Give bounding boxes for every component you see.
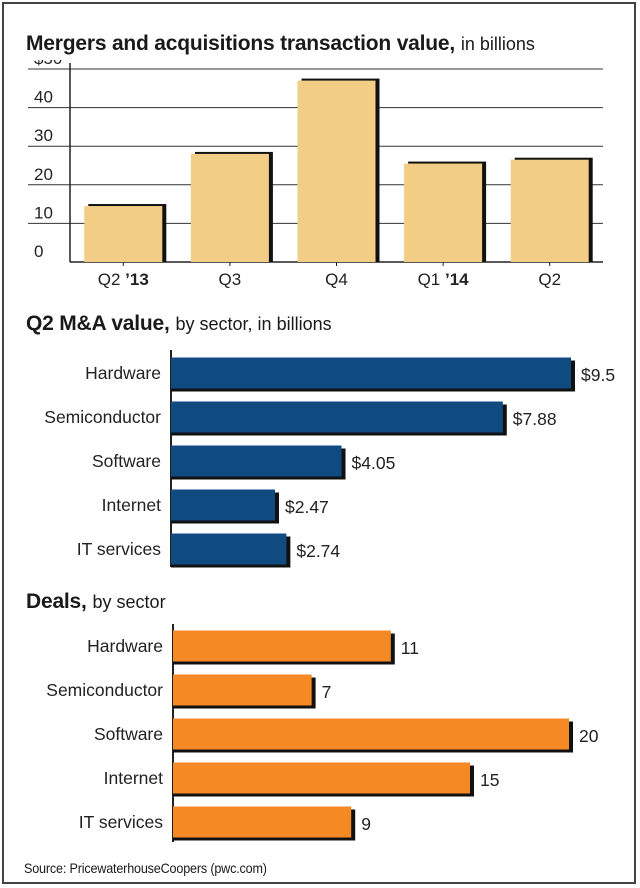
value-label: $7.88 bbox=[513, 409, 557, 429]
category-label: IT services bbox=[79, 812, 164, 832]
x-tick-label: Q2 ’13 bbox=[98, 270, 149, 289]
value-bar bbox=[173, 718, 569, 750]
value-label: 11 bbox=[401, 638, 419, 658]
value-label: $9.5 bbox=[581, 365, 615, 385]
deals-by-sector-chart: Hardware 11 Semiconductor 7 Software 20 Intern… bbox=[46, 624, 599, 842]
chart1-title-main: Mergers and acquisitions transaction val… bbox=[26, 32, 456, 55]
x-tick-label: Q4 bbox=[325, 270, 348, 289]
value-bar bbox=[84, 206, 163, 262]
category-label: Internet bbox=[104, 768, 163, 788]
y-tick-label: $50 bbox=[34, 60, 62, 68]
value-label: 20 bbox=[579, 726, 599, 746]
category-label: Semiconductor bbox=[44, 407, 161, 427]
value-label: $2.47 bbox=[285, 497, 329, 517]
category-label: Semiconductor bbox=[46, 680, 163, 700]
chart3-title: Deals, by sector bbox=[26, 590, 166, 614]
chart3-title-main: Deals, bbox=[26, 590, 87, 613]
value-label: 9 bbox=[361, 814, 371, 834]
value-bar bbox=[171, 445, 342, 477]
category-label: Internet bbox=[102, 495, 161, 515]
value-label: $2.74 bbox=[296, 541, 340, 561]
m-and-a-value-column-chart: 0 10 20 30 40 $50 Q2 ’13 Q3 Q4 Q1 ’14 Q2 bbox=[28, 60, 603, 289]
x-tick-label: Q1 ’14 bbox=[418, 270, 470, 289]
category-label: Hardware bbox=[85, 363, 161, 383]
value-label: 15 bbox=[480, 770, 499, 790]
category-label: IT services bbox=[77, 539, 162, 559]
category-label: Software bbox=[94, 724, 163, 744]
y-tick-label: 40 bbox=[34, 88, 53, 107]
value-bar bbox=[171, 489, 275, 521]
value-bar bbox=[171, 357, 571, 389]
chart2-title: Q2 M&A value, by sector, in billions bbox=[26, 312, 332, 336]
chart3-title-sub: by sector bbox=[92, 592, 166, 612]
value-bar bbox=[173, 674, 312, 706]
y-tick-label: 0 bbox=[34, 242, 43, 261]
y-tick-label: 10 bbox=[34, 203, 53, 222]
value-bar bbox=[173, 630, 391, 662]
category-label: Hardware bbox=[87, 636, 163, 656]
value-bar bbox=[404, 163, 483, 262]
chart2-title-sub: by sector, in billions bbox=[175, 314, 332, 334]
source-note: Source: PricewaterhouseCoopers (pwc.com) bbox=[24, 860, 267, 876]
chart1-title: Mergers and acquisitions transaction val… bbox=[26, 32, 535, 56]
value-label: 7 bbox=[322, 682, 332, 702]
value-bar bbox=[171, 533, 287, 565]
chart1-title-sub: in billions bbox=[460, 34, 535, 54]
y-tick-label: 20 bbox=[34, 165, 53, 184]
x-tick-label: Q3 bbox=[219, 270, 242, 289]
value-bar bbox=[171, 401, 503, 433]
value-bar bbox=[190, 153, 269, 262]
value-bar bbox=[510, 159, 589, 262]
value-bar bbox=[173, 806, 352, 838]
chart2-title-main: Q2 M&A value, bbox=[26, 312, 170, 335]
value-bar bbox=[297, 80, 376, 262]
value-label: $4.05 bbox=[352, 453, 396, 473]
y-tick-label: 30 bbox=[34, 126, 53, 145]
x-tick-label: Q2 bbox=[538, 270, 561, 289]
category-label: Software bbox=[92, 451, 161, 471]
value-bar bbox=[173, 762, 470, 794]
q2-value-by-sector-chart: Hardware $9.5 Semiconductor $7.88 Software $4… bbox=[44, 350, 615, 568]
